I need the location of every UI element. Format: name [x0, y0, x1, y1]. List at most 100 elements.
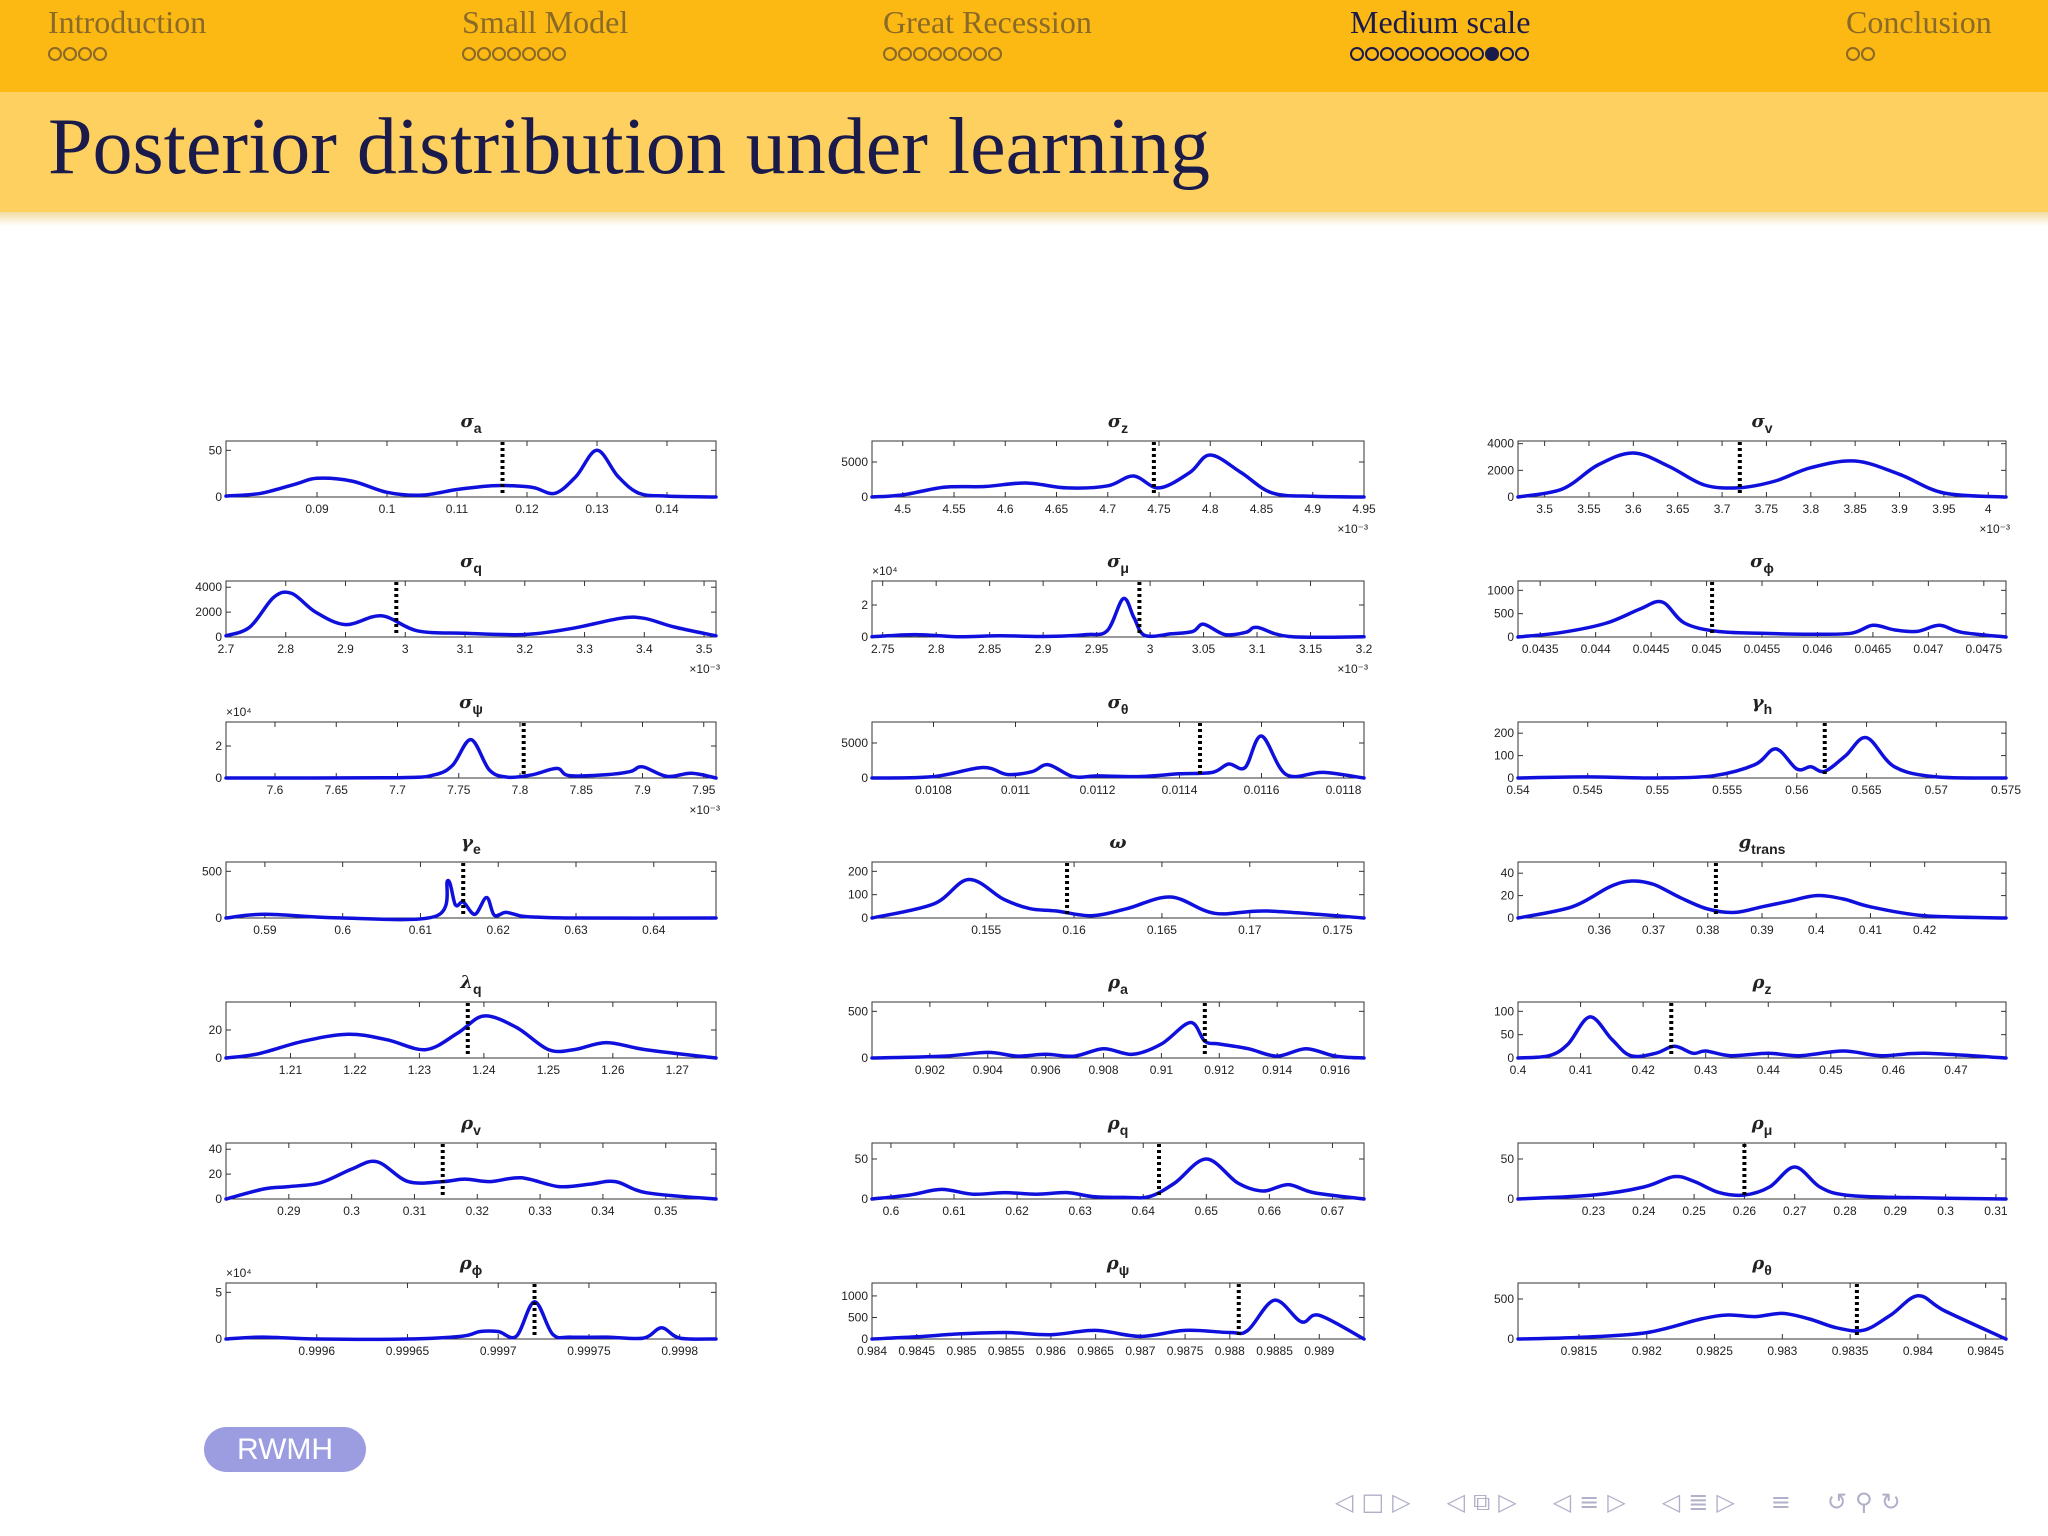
slide-dot[interactable]	[1395, 47, 1409, 61]
nav-section-label[interactable]: Great Recession	[883, 4, 1092, 40]
undo-icon[interactable]: ↺	[1826, 1488, 1848, 1516]
nav-slide-dots	[462, 47, 628, 69]
search-icon[interactable]: ⚲	[1855, 1488, 1873, 1516]
slide-dot[interactable]	[928, 47, 942, 61]
posterior-panel-2: 4.5 4.55 4.6 4.65 4.7 4.75 4.8 4.85 4.9 4.95 0 5000…	[841, 411, 1376, 536]
posterior-panel-9: 0.54 0.545 0.55 0.555 0.56 0.565 0.57 0.575 0 100…	[1494, 692, 2021, 797]
current-slide-dot[interactable]	[1485, 47, 1499, 61]
slide-dot[interactable]	[973, 47, 987, 61]
posterior-density-curve	[1516, 1294, 2008, 1341]
x-tick-label: 7.6	[267, 783, 284, 797]
x-tick-label: 3.75	[1755, 502, 1779, 516]
arrow-left-icon[interactable]: ◁	[1552, 1488, 1572, 1516]
arrow-left-icon[interactable]: ◁	[1335, 1488, 1354, 1516]
nav-section-4[interactable]: Medium scale	[1350, 4, 1530, 69]
x-tick-label: 0.29	[277, 1204, 301, 1218]
x-tick-label: 0.9855	[988, 1344, 1025, 1358]
slide-dot[interactable]	[1410, 47, 1424, 61]
slide-dot[interactable]	[1500, 47, 1514, 61]
slide-dot[interactable]	[988, 47, 1002, 61]
x-tick-label: 0.09	[305, 502, 329, 516]
slide-dot[interactable]	[78, 47, 92, 61]
x-tick-label: 2.8	[928, 642, 945, 656]
x-tick-label: 7.75	[447, 783, 471, 797]
slide-dot[interactable]	[537, 47, 551, 61]
x-tick-label: 4.75	[1147, 502, 1171, 516]
slide-dot[interactable]	[1470, 47, 1484, 61]
subsection-icon[interactable]: ≡	[1579, 1488, 1600, 1516]
arrow-right-icon[interactable]: ▷	[1716, 1488, 1735, 1516]
x-tick-label: 4.85	[1250, 502, 1274, 516]
slide-dot[interactable]	[898, 47, 912, 61]
section-icon[interactable]: ≣	[1688, 1488, 1709, 1516]
nav-section-2[interactable]: Small Model	[462, 4, 628, 69]
x-tick-label: 4.65	[1045, 502, 1069, 516]
slide-dot[interactable]	[1350, 47, 1364, 61]
slide-dot[interactable]	[63, 47, 77, 61]
slide-dot[interactable]	[462, 47, 476, 61]
arrow-right-icon[interactable]: ▷	[1607, 1488, 1626, 1516]
slide-dot[interactable]	[943, 47, 957, 61]
x-tick-label: 0.4	[1510, 1063, 1527, 1077]
slide-icon[interactable]: □	[1361, 1488, 1385, 1516]
slide-dot[interactable]	[913, 47, 927, 61]
slide-dot[interactable]	[1365, 47, 1379, 61]
x-tick-label: 0.38	[1696, 923, 1720, 937]
posterior-density-curve	[1516, 451, 2008, 499]
x-tick-label: 0.47	[1944, 1063, 1968, 1077]
nav-section-5[interactable]: Conclusion	[1846, 4, 1992, 69]
x-tick-label: 1.23	[408, 1063, 432, 1077]
redo-icon[interactable]: ↻	[1880, 1488, 1901, 1516]
frame-icon[interactable]: ⧉	[1473, 1488, 1491, 1516]
nav-section-label[interactable]: Conclusion	[1846, 4, 1992, 40]
x-tick-label: 3.55	[1577, 502, 1601, 516]
slide-dot[interactable]	[93, 47, 107, 61]
outline-icon[interactable]: ≡	[1770, 1488, 1791, 1516]
y-tick-label: 100	[1494, 1004, 1514, 1018]
posterior-panel-5: 2.75 2.8 2.85 2.9 2.95 3 3.05 3.1 3.15 3.2 0 2 ×10⁴ ×…	[861, 551, 1372, 676]
nav-section-label[interactable]: Medium scale	[1350, 4, 1531, 40]
y-tick-label: 0	[861, 1051, 868, 1065]
slide-dot[interactable]	[552, 47, 566, 61]
arrow-left-icon[interactable]: ◁	[1661, 1488, 1681, 1516]
slide-dot[interactable]	[1861, 47, 1875, 61]
slide-dot[interactable]	[1515, 47, 1529, 61]
x-tick-label: 0.9998	[661, 1344, 698, 1358]
y-tick-label: 1000	[1487, 583, 1514, 597]
posterior-density-curve	[224, 590, 718, 638]
nav-section-label[interactable]: Introduction	[48, 4, 207, 40]
slide-dot[interactable]	[1846, 47, 1860, 61]
slide-dot[interactable]	[1455, 47, 1469, 61]
slide-dot[interactable]	[1440, 47, 1454, 61]
plot-title: σψ	[459, 692, 483, 717]
slide-dot[interactable]	[883, 47, 897, 61]
x-tick-label: 0.41	[1859, 923, 1883, 937]
x-tick-label: 0.986	[1036, 1344, 1066, 1358]
x-tick-label: 2.95	[1085, 642, 1109, 656]
plot-axes-box	[871, 721, 1365, 779]
slide-dot[interactable]	[507, 47, 521, 61]
slide-dot[interactable]	[958, 47, 972, 61]
y-tick-label: 500	[848, 1310, 868, 1324]
y-tick-label: 5	[215, 1285, 222, 1299]
y-tick-label: 50	[855, 1152, 869, 1166]
nav-section-1[interactable]: Introduction	[48, 4, 206, 69]
x-tick-label: 1.27	[666, 1063, 690, 1077]
slide-dot[interactable]	[1425, 47, 1439, 61]
x-tick-label: 0.6	[883, 1204, 900, 1218]
plot-axes-box	[1517, 440, 2007, 498]
arrow-right-icon[interactable]: ▷	[1392, 1488, 1411, 1516]
x-tick-label: 3.1	[1249, 642, 1266, 656]
slide-dot[interactable]	[522, 47, 536, 61]
slide-dot[interactable]	[492, 47, 506, 61]
nav-section-label[interactable]: Small Model	[462, 4, 629, 40]
arrow-right-icon[interactable]: ▷	[1498, 1488, 1517, 1516]
y-tick-label: 0	[215, 1192, 222, 1206]
slide-dot[interactable]	[477, 47, 491, 61]
nav-section-3[interactable]: Great Recession	[883, 4, 1092, 69]
rwmh-button[interactable]: RWMH	[204, 1427, 366, 1472]
slide-dot[interactable]	[1380, 47, 1394, 61]
slide-dot[interactable]	[48, 47, 62, 61]
arrow-left-icon[interactable]: ◁	[1446, 1488, 1466, 1516]
x-tick-label: 0.988	[1215, 1344, 1245, 1358]
